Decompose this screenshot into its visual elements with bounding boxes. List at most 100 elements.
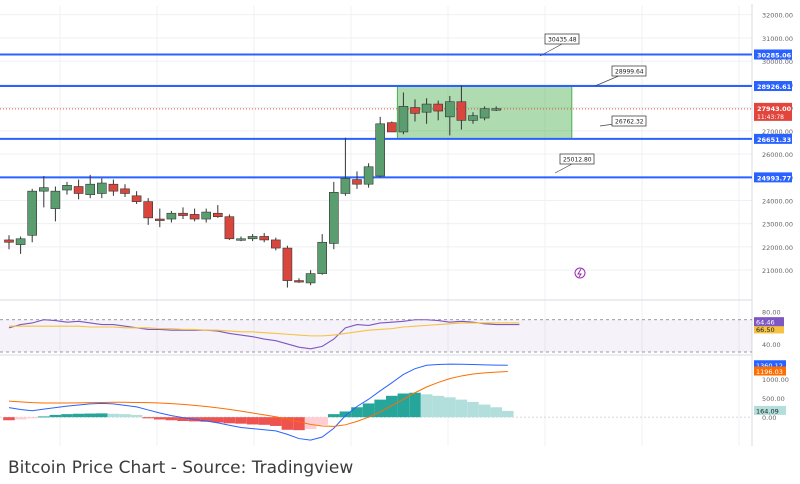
rsi-ma-line xyxy=(9,322,520,337)
candle-down xyxy=(108,183,119,192)
macd-histogram-bar xyxy=(293,417,305,431)
candle-down xyxy=(178,212,188,216)
macd-histogram-bar xyxy=(84,413,96,418)
candle-down xyxy=(120,188,130,194)
signal-line xyxy=(8,371,508,427)
macd-histogram-bar xyxy=(444,397,456,418)
candle-up xyxy=(468,115,478,121)
candle-down xyxy=(4,239,14,243)
candle-up xyxy=(375,123,386,177)
rsi-tick-label: 40.00 xyxy=(762,341,781,349)
candle-up xyxy=(38,187,49,192)
price-tick-label: 23000.00 xyxy=(762,221,793,229)
candle-down xyxy=(294,280,304,283)
candle-up xyxy=(15,238,26,245)
countdown-label: 11:43:78 xyxy=(757,114,784,121)
macd-histogram-bar xyxy=(165,417,178,421)
candle-down xyxy=(143,201,153,219)
macd-histogram-bar xyxy=(339,411,352,418)
chart-svg: 21000.0022000.0023000.0024000.0025000.00… xyxy=(0,4,793,446)
alert-lightning-icon xyxy=(574,267,586,279)
macd-histogram-bar xyxy=(200,417,212,422)
macd-histogram-bar xyxy=(130,414,143,418)
macd-histogram-bar xyxy=(107,413,120,418)
macd-histogram-bar xyxy=(351,407,363,418)
macd-histogram-bar xyxy=(478,404,491,418)
candle-up xyxy=(444,101,455,118)
candle-up xyxy=(27,190,38,236)
chart-area: 21000.0022000.0023000.0024000.0025000.00… xyxy=(0,4,793,446)
macd-histogram-bar xyxy=(258,417,270,425)
macd-tick-label: 1000.00 xyxy=(762,376,789,384)
candle-up xyxy=(201,211,211,220)
macd-histogram-bar xyxy=(316,417,328,425)
candle-down xyxy=(73,186,84,194)
macd-histogram-bar xyxy=(96,413,108,418)
candle-down xyxy=(410,107,420,114)
price-tick-label: 22000.00 xyxy=(762,244,793,252)
candle-down xyxy=(189,214,200,220)
candle-up xyxy=(166,212,177,220)
rsi-tick-label: 80.00 xyxy=(762,309,781,317)
price-tick-label: 32000.00 xyxy=(762,12,793,20)
histogram-value-label-bg xyxy=(754,405,786,415)
rsi-value-label-bg xyxy=(754,317,784,327)
candle-up xyxy=(340,178,351,194)
macd-histogram-bar xyxy=(362,403,375,418)
macd-histogram-bar xyxy=(455,399,468,418)
macd-histogram-bar xyxy=(502,410,514,418)
price-tick-label: 30000.00 xyxy=(762,58,793,66)
callout-box xyxy=(559,153,595,165)
candle-up xyxy=(236,238,246,241)
macd-histogram-bar xyxy=(490,407,502,418)
rsi-ma-label: 66.50 xyxy=(756,326,775,334)
candle-up xyxy=(62,185,72,191)
macd-histogram-bar xyxy=(304,417,317,430)
macd-histogram-bar xyxy=(154,417,166,420)
candle-up xyxy=(305,273,316,284)
macd-histogram-bar xyxy=(49,414,62,418)
candle-up xyxy=(491,108,502,111)
level-label: 28926.61 xyxy=(757,83,792,91)
macd-histogram-bar xyxy=(177,417,189,421)
price-tick-label: 27000.00 xyxy=(762,128,793,136)
candle-up xyxy=(317,241,328,274)
level-label-bg xyxy=(754,81,792,92)
current-price-tag xyxy=(754,102,792,121)
callout-box xyxy=(544,33,580,45)
price-tick-label: 26000.00 xyxy=(762,151,793,159)
chart-caption: Bitcoin Price Chart - Source: Tradingvie… xyxy=(8,458,354,478)
rsi-band xyxy=(0,319,752,352)
callout-box xyxy=(611,65,647,77)
callout-label: 28999.64 xyxy=(615,69,644,76)
macd-histogram-bar xyxy=(14,417,27,420)
level-label: 30285.06 xyxy=(757,51,792,59)
macd-histogram-bar xyxy=(212,417,224,423)
macd-value-label: 1360.12 xyxy=(756,362,783,370)
candle-down xyxy=(131,195,142,202)
macd-line xyxy=(8,363,508,441)
macd-histogram-bar xyxy=(420,394,433,418)
macd-histogram-bar xyxy=(235,417,247,424)
macd-histogram-bar xyxy=(281,417,294,430)
candle-up xyxy=(479,108,490,119)
current-price-label: 27943.00 xyxy=(757,105,792,113)
price-tick-label: 24000.00 xyxy=(762,197,793,205)
candle-up xyxy=(247,236,258,240)
candle-up xyxy=(363,166,374,185)
signal-value-label: 1196.03 xyxy=(756,368,783,376)
macd-value-label-bg xyxy=(754,360,786,370)
candle-up xyxy=(85,183,95,195)
macd-histogram-bar xyxy=(386,395,398,418)
level-label-bg xyxy=(754,172,792,183)
macd-histogram-bar xyxy=(328,414,340,418)
candle-down xyxy=(456,101,467,121)
macd-histogram-bar xyxy=(467,401,479,418)
price-tick-label: 31000.00 xyxy=(762,35,793,43)
macd-histogram-bar xyxy=(223,417,236,424)
macd-histogram-bar xyxy=(397,393,410,418)
callout-label: 26762.32 xyxy=(615,119,644,126)
macd-histogram-bar xyxy=(38,416,50,418)
candle-down xyxy=(155,218,165,221)
level-label: 24993.77 xyxy=(757,174,791,182)
